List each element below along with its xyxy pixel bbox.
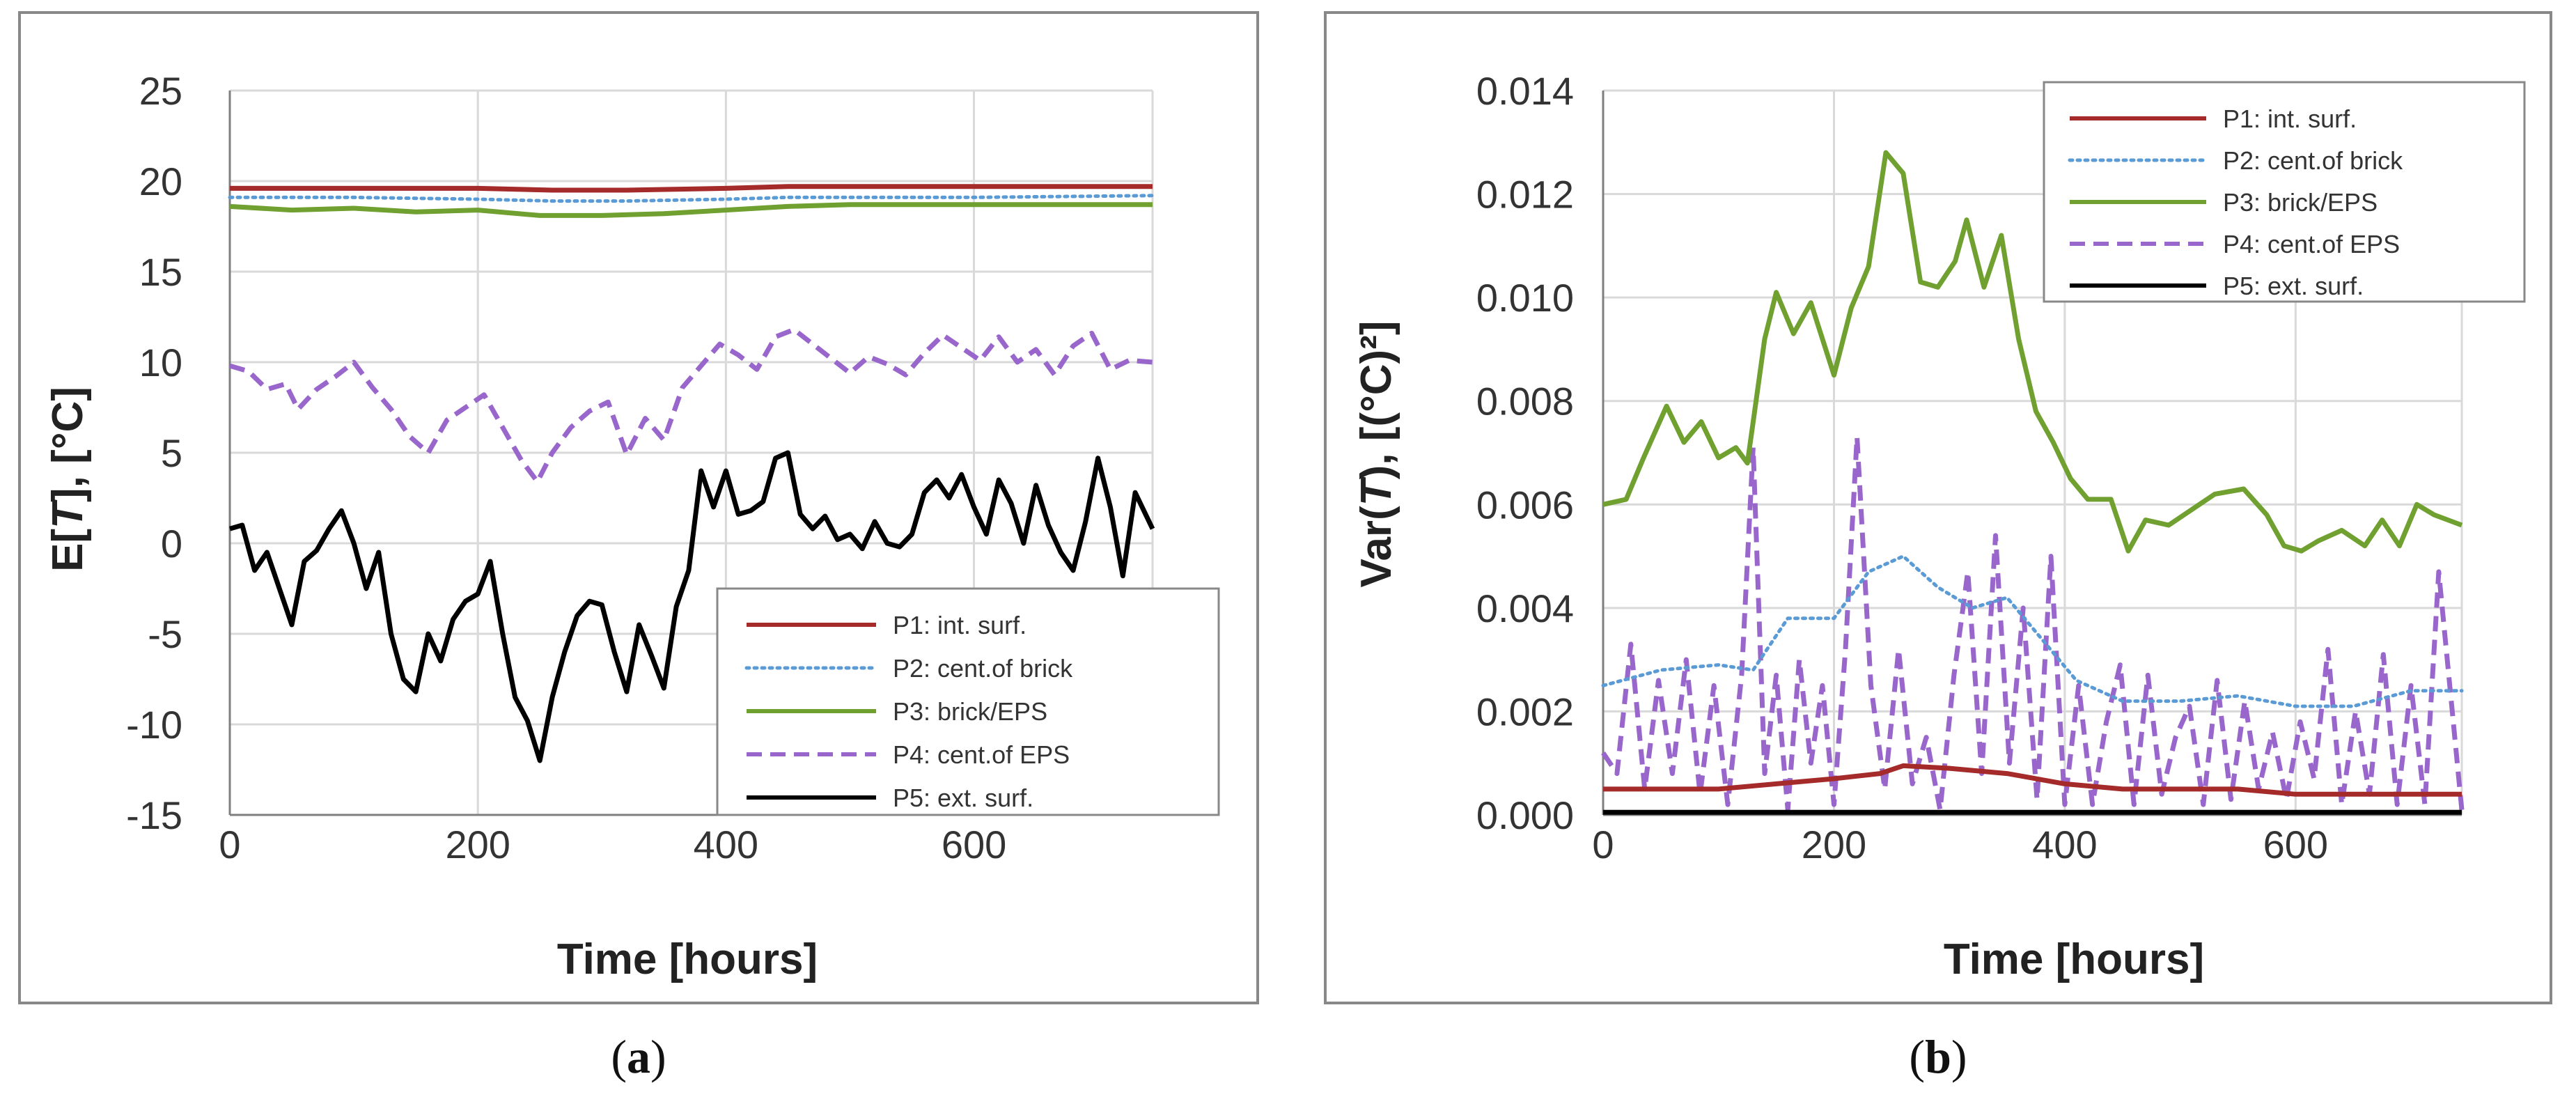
chart-a-y-axis-title: E[T], [°C] xyxy=(44,387,92,572)
chart-b-x-axis-title: Time [hours] xyxy=(1944,935,2204,983)
chart-a-legend-label-p2: P2: cent.of brick xyxy=(893,654,1073,683)
chart-a-y-tick-label: -10 xyxy=(126,703,182,747)
chart-b-y-tick-label: 0.002 xyxy=(1476,690,1574,733)
chart-b-series-p1-line xyxy=(1603,763,2462,797)
chart-b-legend-label-p1: P1: int. surf. xyxy=(2223,104,2357,133)
chart-b-gridlines xyxy=(1602,89,2463,816)
chart-b-y-tick-label: 0.000 xyxy=(1476,793,1574,837)
caption-a-open: ( xyxy=(611,1030,627,1083)
chart-b-series-p2-line xyxy=(1601,554,2464,708)
chart-a-y-tick-label: -5 xyxy=(148,612,182,656)
chart-b-series-p4-line xyxy=(1601,435,2465,813)
chart-b-x-tick-label: 200 xyxy=(1802,823,1866,866)
chart-a-x-tick-label: 200 xyxy=(445,823,510,866)
chart-a-legend: P1: int. surf. P2: cent.of brick P3: brick… xyxy=(716,587,1220,816)
chart-a-y-tick-label: 25 xyxy=(139,69,182,113)
chart-a-y-tick-labels: -15 -10 -5 0 5 10 15 20 25 xyxy=(126,69,182,837)
chart-a-series-p5-line xyxy=(229,450,1155,763)
chart-b-y-axis-title: Var(T), [(°C)²] xyxy=(1352,321,1400,588)
chart-a-x-tick-labels: 0 200 400 600 xyxy=(219,823,1006,866)
chart-a-legend-label-p3: P3: brick/EPS xyxy=(893,697,1047,726)
chart-b-legend-label-p5: P5: ext. surf. xyxy=(2223,272,2364,300)
chart-a-y-tick-label: 0 xyxy=(161,522,182,566)
caption-a: (a) xyxy=(611,1030,666,1083)
chart-b-y-tick-labels: 0.000 0.002 0.004 0.006 0.008 0.010 0.012 0.014 xyxy=(1476,69,1574,837)
chart-a-x-tick-label: 400 xyxy=(694,823,758,866)
chart-a-frame xyxy=(18,11,1259,1004)
chart-a-x-tick-label: 0 xyxy=(219,823,240,866)
chart-b-legend-label-p4: P4: cent.of EPS xyxy=(2223,230,2400,258)
caption-b-open: ( xyxy=(1909,1030,1925,1083)
chart-a-x-axis-title: Time [hours] xyxy=(557,935,818,983)
chart-b-x-tick-label: 400 xyxy=(2032,823,2097,866)
chart-b-x-tick-labels: 0 200 400 600 xyxy=(1592,823,2328,866)
chart-a-y-title-post: ], [°C] xyxy=(44,387,92,502)
chart-b-legend-label-p3: P3: brick/EPS xyxy=(2223,188,2378,217)
chart-a-series-p1-line xyxy=(230,184,1153,193)
chart-b-series-lines xyxy=(1601,150,2465,815)
caption-b: (b) xyxy=(1909,1030,1967,1083)
chart-b-series-p3-line xyxy=(1602,150,2463,554)
chart-b-y-tick-label: 0.006 xyxy=(1476,483,1574,527)
chart-b-legend: P1: int. surf. P2: cent.of brick P3: brick… xyxy=(2043,81,2526,303)
chart-a-y-tick-label: 20 xyxy=(139,160,182,203)
chart-a-series-p2-line xyxy=(228,194,1155,203)
chart-b-y-tick-label: 0.004 xyxy=(1476,586,1574,630)
chart-b-y-title-italic: T xyxy=(1352,476,1400,506)
chart-b-x-tick-label: 0 xyxy=(1592,823,1614,866)
chart-a-series-lines xyxy=(228,184,1155,763)
chart-panel-b: 0 200 400 600 0.000 0.002 0.004 0.006 0.008 0.01… xyxy=(1324,11,2552,1004)
chart-panel-a: 0 200 400 600 -15 -10 -5 0 5 10 15 20 25 Time [hour… xyxy=(18,11,1259,1004)
chart-a-y-tick-label: 15 xyxy=(139,250,182,294)
caption-b-close: ) xyxy=(1951,1030,1967,1083)
chart-b-y-title-pre: Var( xyxy=(1352,506,1400,588)
chart-b-y-tick-label: 0.014 xyxy=(1476,69,1574,113)
chart-b-y-tick-label: 0.008 xyxy=(1476,380,1574,423)
chart-b-y-tick-label: 0.012 xyxy=(1476,173,1574,217)
chart-a-y-tick-label: 10 xyxy=(139,341,182,384)
chart-a-y-title-pre: E[ xyxy=(44,529,92,572)
chart-a-x-tick-label: 600 xyxy=(942,823,1006,866)
chart-a-legend-label-p5: P5: ext. surf. xyxy=(893,784,1033,812)
chart-a-y-tick-label: -15 xyxy=(126,793,182,837)
chart-b-y-title-post: ), [(°C)²] xyxy=(1352,321,1400,480)
chart-a-legend-label-p4: P4: cent.of EPS xyxy=(893,740,1070,769)
chart-a-y-tick-label: 5 xyxy=(161,431,182,475)
chart-a-y-title-italic: T xyxy=(44,499,92,529)
caption-b-letter: b xyxy=(1925,1030,1951,1083)
chart-b-legend-label-p2: P2: cent.of brick xyxy=(2223,146,2403,175)
chart-a-series-p4-line xyxy=(229,327,1153,485)
chart-a-series-p3-line xyxy=(229,202,1153,218)
caption-a-letter: a xyxy=(627,1030,650,1083)
caption-a-close: ) xyxy=(650,1030,666,1083)
chart-b-x-tick-label: 600 xyxy=(2263,823,2328,866)
chart-b-y-tick-label: 0.010 xyxy=(1476,276,1574,320)
chart-a-legend-label-p1: P1: int. surf. xyxy=(893,611,1027,639)
